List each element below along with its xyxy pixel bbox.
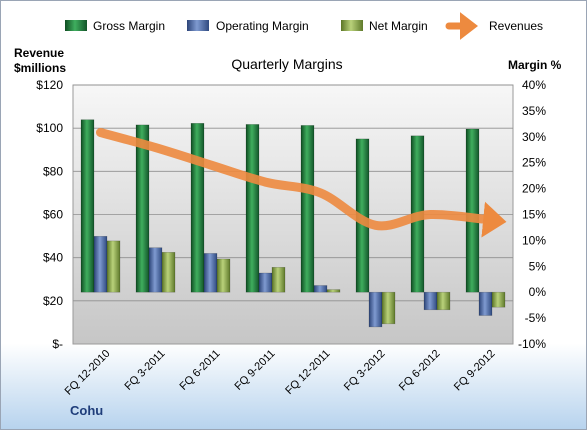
left-tick-label: $20 — [43, 294, 63, 308]
legend-item-revenues: Revenues — [445, 12, 543, 40]
left-tick-label: $100 — [36, 121, 63, 135]
left-axis-ticks: $120 $100 $80 $60 $40 $20 $- — [36, 78, 63, 351]
category-label: FQ 12-2010 — [63, 348, 113, 398]
bar-operating-margin — [148, 247, 163, 293]
right-tick-label: 0% — [529, 285, 547, 299]
bar-net-margin — [106, 240, 121, 293]
legend-label-operating-margin: Operating Margin — [216, 19, 309, 33]
bar-gross-margin — [190, 123, 205, 293]
legend-swatch-operating-margin — [187, 20, 209, 31]
revenues-line — [96, 127, 507, 238]
bar-operating-margin — [203, 253, 218, 293]
category-label: FQ 12-2011 — [283, 348, 332, 397]
left-axis-title-line2: $millions — [14, 61, 66, 75]
right-tick-label: -5% — [525, 311, 547, 325]
chart-title: Quarterly Margins — [231, 56, 342, 72]
bar-gross-margin — [80, 119, 95, 293]
bar-gross-margin — [465, 128, 480, 293]
category-label: FQ 3-2011 — [123, 348, 168, 393]
category-label: FQ 6-2012 — [397, 348, 443, 394]
bar-net-margin — [161, 252, 176, 293]
legend-item-gross-margin: Gross Margin — [65, 19, 165, 33]
category-label: FQ 9-2012 — [452, 348, 498, 394]
left-tick-label: $60 — [43, 208, 63, 222]
right-tick-label: 35% — [522, 104, 546, 118]
category-label: FQ 3-2012 — [342, 348, 388, 394]
category-axis-labels: FQ 12-2010 FQ 3-2011 FQ 6-2011 FQ 9-2011 FQ … — [63, 348, 498, 398]
right-tick-label: -10% — [518, 337, 546, 351]
bar-operating-margin — [423, 291, 438, 311]
right-tick-label: 5% — [529, 259, 547, 273]
category-label: FQ 6-2011 — [178, 348, 223, 393]
legend-swatch-gross-margin — [65, 20, 87, 31]
right-axis-ticks: 40% 35% 30% 25% 20% 15% 10% 5% 0% -5% -10% — [518, 78, 546, 351]
bar-net-margin — [271, 266, 286, 293]
legend: Gross Margin Operating Margin Net Margin… — [65, 12, 543, 40]
right-axis-title: Margin % — [508, 58, 562, 72]
left-tick-label: $40 — [43, 251, 63, 265]
right-tick-label: 25% — [522, 156, 546, 170]
left-tick-label: $120 — [36, 78, 63, 92]
bars — [80, 119, 506, 328]
category-label: FQ 9-2011 — [233, 348, 278, 393]
right-tick-label: 20% — [522, 182, 546, 196]
left-tick-label: $- — [52, 337, 63, 351]
legend-label-net-margin: Net Margin — [369, 19, 428, 33]
legend-swatch-net-margin — [341, 20, 363, 31]
legend-item-net-margin: Net Margin — [341, 19, 428, 33]
right-tick-label: 10% — [522, 233, 546, 247]
bar-operating-margin — [478, 291, 493, 316]
bar-net-margin — [216, 258, 231, 293]
bar-gross-margin — [245, 124, 260, 293]
right-tick-label: 40% — [522, 78, 546, 92]
bar-operating-margin — [258, 272, 273, 293]
legend-label-revenues: Revenues — [489, 19, 543, 33]
bar-operating-margin — [313, 285, 328, 293]
left-tick-label: $80 — [43, 164, 63, 178]
bar-operating-margin — [93, 236, 108, 293]
right-tick-label: 15% — [522, 208, 546, 222]
bar-operating-margin — [368, 291, 383, 328]
legend-item-operating-margin: Operating Margin — [187, 19, 309, 33]
revenue-line-layer — [96, 127, 507, 238]
bar-gross-margin — [135, 124, 150, 293]
company-name: Cohu — [70, 403, 103, 418]
bar-net-margin — [326, 289, 341, 293]
legend-label-gross-margin: Gross Margin — [93, 19, 165, 33]
right-tick-label: 30% — [522, 130, 546, 144]
bar-net-margin — [436, 291, 451, 311]
bar-gross-margin — [300, 125, 315, 293]
left-axis-title-line1: Revenue — [14, 46, 64, 60]
bar-net-margin — [491, 291, 506, 308]
bar-net-margin — [381, 291, 396, 325]
